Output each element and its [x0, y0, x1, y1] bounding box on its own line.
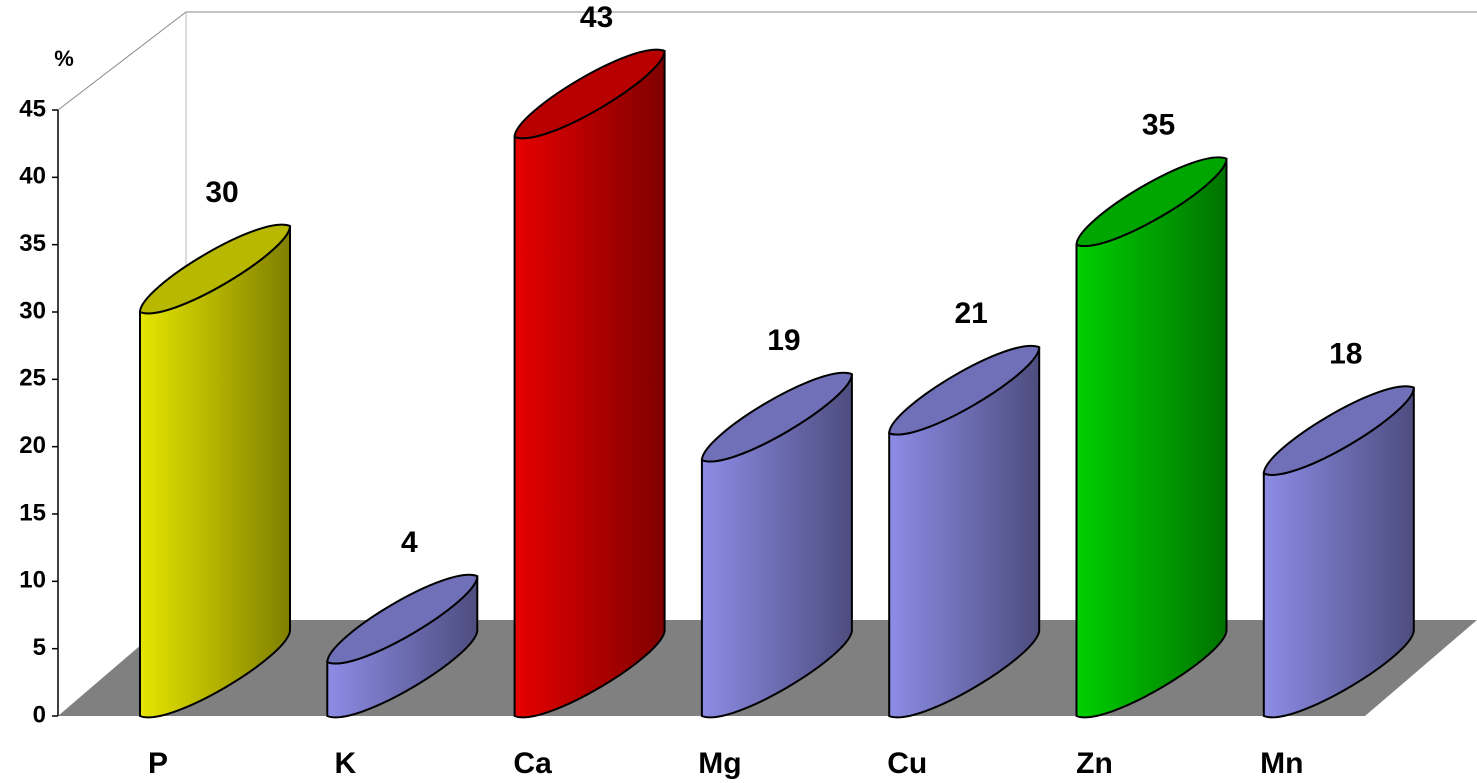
bar-top [700, 371, 853, 463]
bar-top [888, 344, 1041, 436]
bar [513, 50, 666, 719]
x-tick-label: Zn [1076, 747, 1113, 780]
y-tick-label: 35 [19, 230, 46, 257]
bar-top [138, 223, 292, 315]
value-label: 19 [767, 324, 800, 357]
value-label: 18 [1329, 338, 1362, 371]
x-tick-label: K [334, 747, 356, 780]
value-label: 21 [955, 297, 988, 330]
x-tick-label: P [148, 747, 168, 780]
y-axis-label: % [54, 46, 74, 71]
y-tick-label: 15 [19, 499, 46, 526]
x-tick-label: Mn [1260, 747, 1303, 780]
bar-top [513, 48, 666, 140]
side-wall-top [57, 11, 187, 111]
y-tick-label: 5 [33, 634, 46, 661]
bar-top [1262, 385, 1415, 476]
x-tick-label: Ca [513, 747, 552, 780]
y-tick-label: 20 [19, 432, 46, 459]
y-tick-label: 25 [19, 365, 46, 392]
value-label: 4 [401, 526, 418, 559]
bar-top [1075, 156, 1228, 247]
y-tick-label: 45 [19, 95, 46, 122]
value-label: 30 [205, 176, 238, 209]
bar-top [326, 573, 479, 665]
y-tick-label: 0 [33, 701, 46, 728]
x-tick-label: Cu [887, 747, 927, 780]
x-tick-label: Mg [698, 747, 741, 780]
y-tick-label: 40 [19, 163, 46, 190]
value-label: 43 [580, 1, 613, 34]
y-tick-label: 30 [19, 297, 46, 324]
value-label: 35 [1142, 109, 1175, 142]
y-tick-label: 10 [19, 567, 46, 594]
